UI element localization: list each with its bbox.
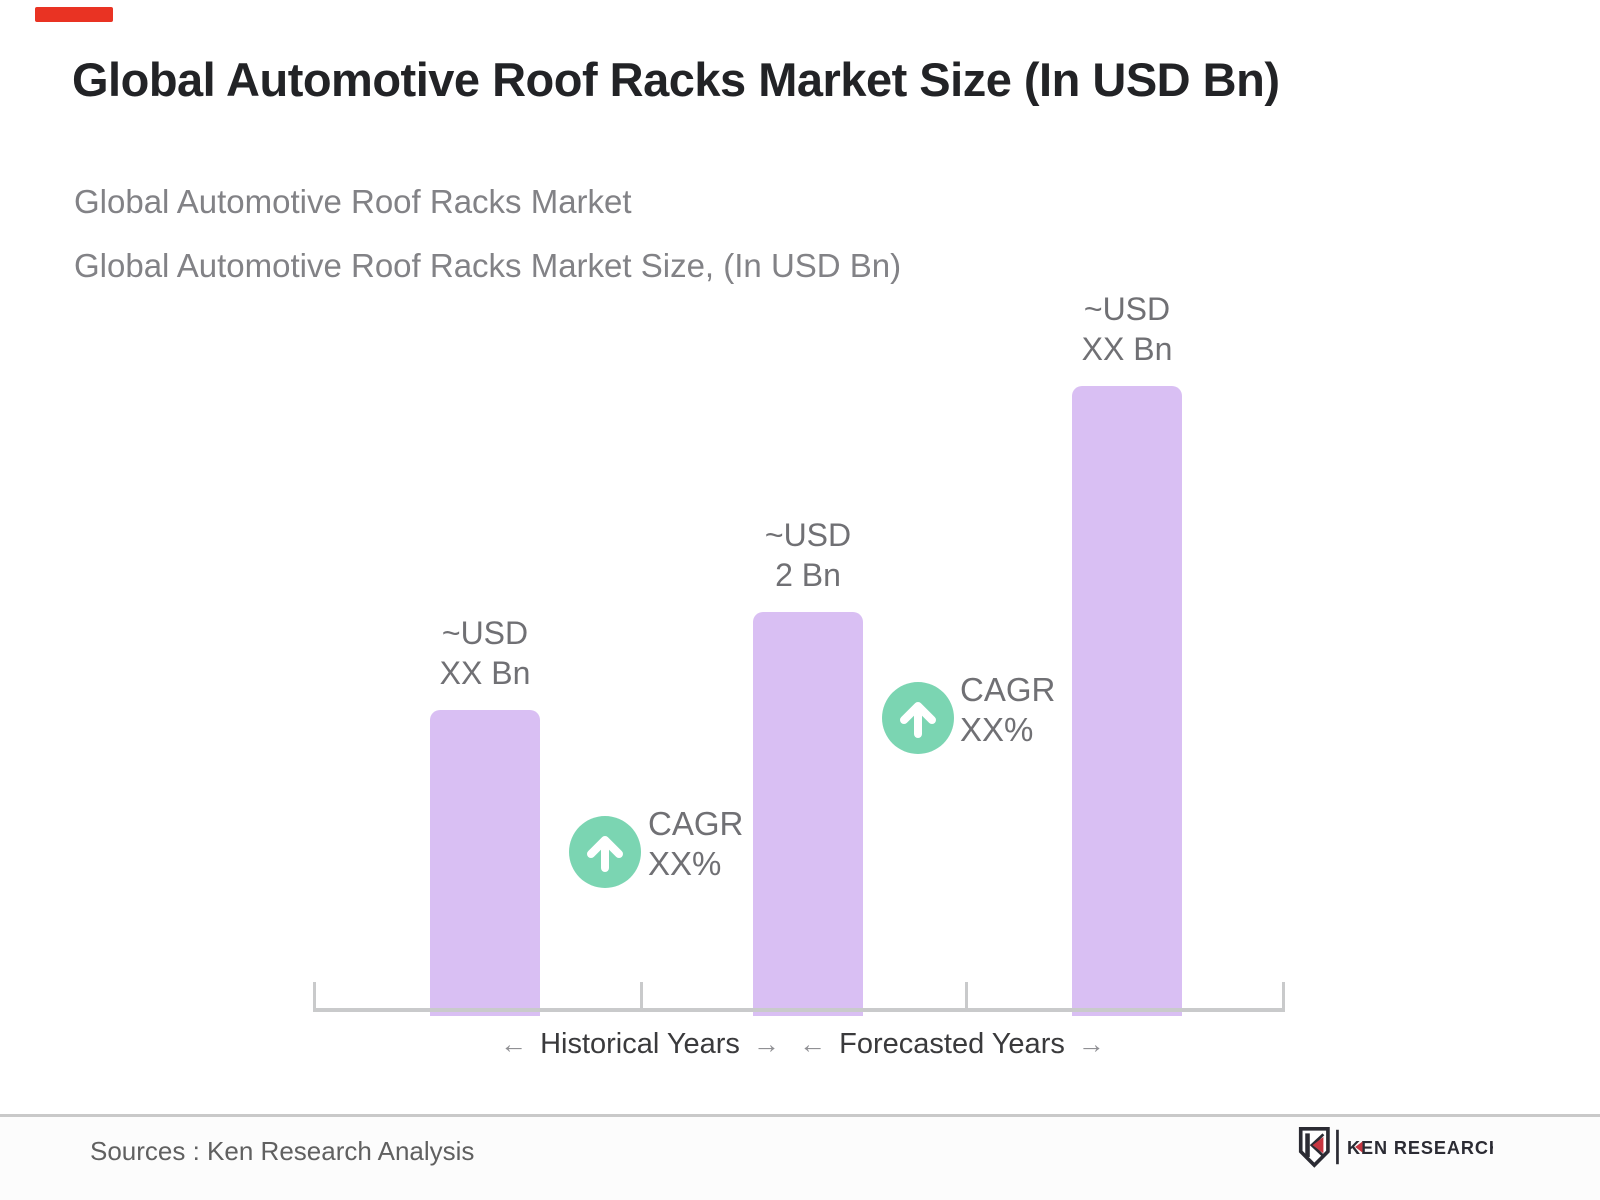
logo-red-triangle: [1355, 1141, 1363, 1153]
x-axis-label-text: Forecasted Years: [839, 1028, 1065, 1060]
bar-value-line2: 2 Bn: [775, 557, 841, 593]
up-arrow-icon: [587, 836, 623, 872]
x-axis-label: ← Forecasted Years →: [799, 1028, 1105, 1061]
x-axis-label-text: Historical Years: [540, 1028, 740, 1060]
bar-value-line1: ~USD: [764, 517, 852, 553]
left-arrow-icon: ←: [500, 1029, 528, 1059]
bar-value-line2: XX Bn: [439, 655, 531, 691]
bar-value-label: ~USD 2 Bn: [765, 515, 851, 595]
ken-research-logo: KEN RESEARCH: [1298, 1126, 1502, 1173]
cagr-label-line2: XX%: [960, 711, 1034, 748]
right-arrow-icon: →: [752, 1029, 780, 1059]
bar-value-label: ~USD XX Bn: [440, 613, 531, 693]
cagr-label: CAGR XX%: [960, 670, 1055, 750]
sources-text: Sources : Ken Research Analysis: [90, 1136, 475, 1166]
bar-value-line1: ~USD: [1083, 291, 1171, 327]
bar: [753, 612, 863, 1016]
bar: [1072, 386, 1182, 1016]
axis-tick: [965, 982, 968, 1012]
cagr-label-line1: CAGR: [960, 671, 1056, 708]
logo-divider: [1336, 1129, 1339, 1165]
red-accent-mark: [35, 7, 113, 22]
left-arrow-icon: ←: [799, 1029, 827, 1059]
cagr-label-line2: XX%: [648, 845, 722, 882]
axis-tick: [640, 982, 643, 1012]
right-arrow-icon: →: [1077, 1029, 1105, 1059]
footer-divider: [0, 1114, 1600, 1117]
cagr-label-line1: CAGR: [648, 805, 744, 842]
ken-research-shield-icon: [1298, 1127, 1330, 1168]
axis-tick: [313, 982, 316, 1012]
bar-value-label: ~USD XX Bn: [1082, 289, 1173, 369]
ken-research-logo-svg: KEN RESEARCH: [1298, 1127, 1502, 1168]
x-axis-label: ← Historical Years →: [500, 1028, 780, 1061]
bar-value-line1: ~USD: [441, 615, 529, 651]
bar: [430, 710, 540, 1016]
footer-strip: [0, 1117, 1600, 1200]
chart-subtitle-market: Global Automotive Roof Racks Market: [74, 183, 632, 220]
bar-value-line2: XX Bn: [1081, 331, 1173, 367]
cagr-up-icon: [882, 682, 954, 754]
page-title: Global Automotive Roof Racks Market Size…: [72, 53, 1280, 106]
cagr-up-icon: [569, 816, 641, 888]
x-axis-line: [313, 1008, 1285, 1012]
up-arrow-icon: [900, 702, 936, 738]
axis-tick: [1282, 982, 1285, 1012]
chart-subtitle-market-size: Global Automotive Roof Racks Market Size…: [74, 247, 902, 284]
logo-wordmark: KEN RESEARCH: [1347, 1138, 1493, 1158]
cagr-label: CAGR XX%: [648, 804, 743, 884]
